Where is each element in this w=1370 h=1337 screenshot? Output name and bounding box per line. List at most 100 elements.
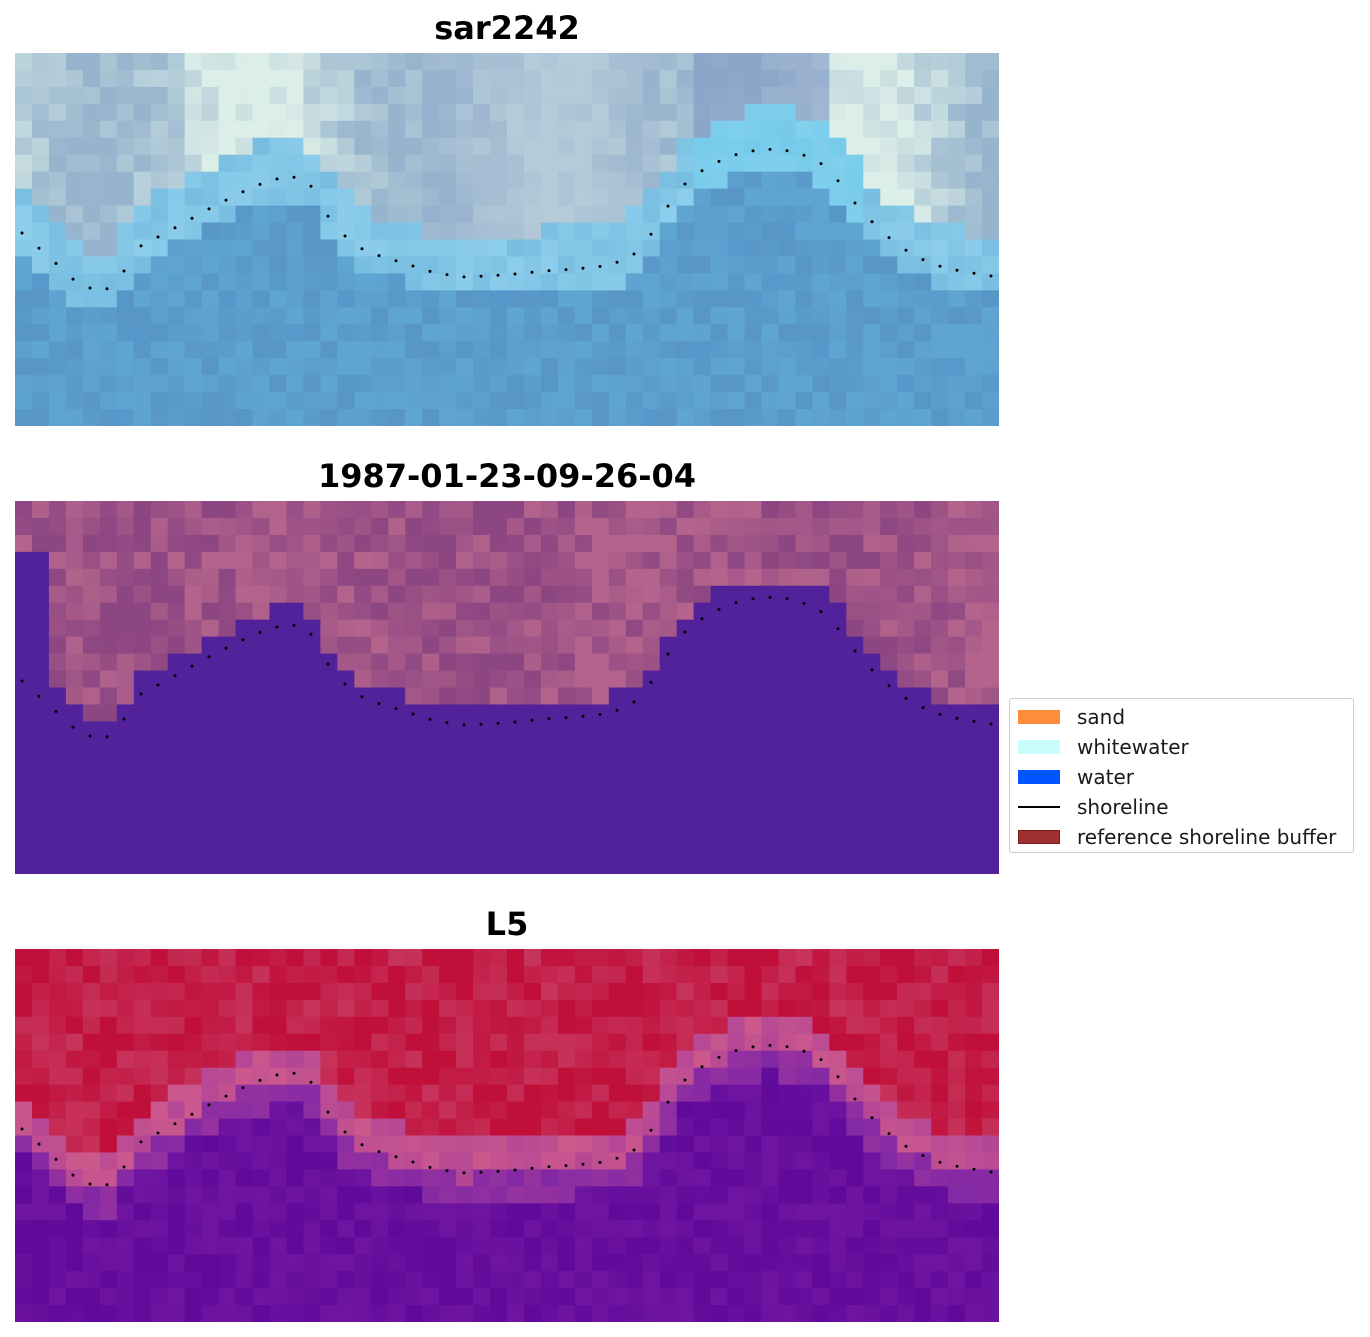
image-pixel xyxy=(507,1305,525,1322)
image-pixel xyxy=(473,171,491,190)
image-pixel xyxy=(133,982,152,1001)
image-pixel xyxy=(659,1169,678,1187)
image-pixel xyxy=(422,256,440,274)
image-pixel xyxy=(201,789,220,807)
image-pixel xyxy=(625,273,644,291)
image-pixel xyxy=(948,1016,966,1035)
image-pixel xyxy=(337,53,355,71)
image-pixel xyxy=(218,738,237,756)
image-pixel xyxy=(99,120,118,139)
image-pixel xyxy=(557,806,576,824)
image-pixel xyxy=(286,120,305,139)
image-pixel xyxy=(320,1016,338,1035)
image-pixel xyxy=(439,1033,457,1052)
image-pixel xyxy=(897,653,915,672)
image-pixel xyxy=(235,687,254,706)
image-pixel xyxy=(133,1067,152,1086)
image-pixel xyxy=(99,392,118,410)
shoreline-point xyxy=(921,706,925,710)
image-pixel xyxy=(778,239,797,258)
image-pixel xyxy=(761,653,780,672)
image-pixel xyxy=(863,1152,881,1170)
image-pixel xyxy=(965,602,983,621)
image-pixel xyxy=(778,534,797,553)
image-pixel xyxy=(15,120,33,139)
shoreline-point xyxy=(751,149,755,153)
image-pixel xyxy=(608,1254,627,1272)
image-pixel xyxy=(320,1152,338,1170)
image-pixel xyxy=(710,307,729,325)
image-pixel xyxy=(744,687,763,706)
image-pixel xyxy=(710,1203,729,1221)
image-pixel xyxy=(218,551,237,570)
image-pixel xyxy=(337,1169,355,1187)
image-pixel xyxy=(574,1067,593,1086)
image-pixel xyxy=(439,806,457,824)
image-pixel xyxy=(829,409,847,426)
image-pixel xyxy=(31,517,50,536)
image-pixel xyxy=(761,188,780,207)
image-pixel xyxy=(778,273,797,291)
image-pixel xyxy=(507,1288,525,1306)
image-pixel xyxy=(235,653,254,672)
image-pixel xyxy=(795,602,813,621)
image-pixel xyxy=(201,69,220,88)
image-pixel xyxy=(897,1203,915,1221)
image-pixel xyxy=(388,534,406,553)
image-pixel xyxy=(897,341,915,359)
image-pixel xyxy=(829,501,847,519)
image-pixel xyxy=(931,999,949,1018)
image-pixel xyxy=(914,103,932,122)
image-pixel xyxy=(625,1237,644,1255)
image-pixel xyxy=(133,806,152,824)
image-pixel xyxy=(965,636,983,655)
image-pixel xyxy=(184,1271,203,1289)
image-pixel xyxy=(829,392,847,410)
image-pixel xyxy=(761,1016,780,1035)
image-pixel xyxy=(625,290,644,308)
image-pixel xyxy=(880,307,898,325)
image-pixel xyxy=(880,653,898,672)
image-pixel xyxy=(82,1084,101,1103)
image-pixel xyxy=(269,517,288,536)
legend-label-shoreline: shoreline xyxy=(1077,795,1169,819)
image-pixel xyxy=(201,120,220,139)
image-pixel xyxy=(490,1016,508,1035)
image-pixel xyxy=(880,806,898,824)
image-pixel xyxy=(846,982,864,1001)
image-pixel xyxy=(490,171,508,190)
image-pixel xyxy=(490,602,508,621)
image-pixel xyxy=(676,551,695,570)
image-pixel xyxy=(846,999,864,1018)
image-pixel xyxy=(727,341,746,359)
image-pixel xyxy=(948,982,966,1001)
image-pixel xyxy=(523,755,542,773)
image-pixel xyxy=(659,670,678,689)
image-pixel xyxy=(422,1186,440,1204)
image-pixel xyxy=(439,551,457,570)
image-pixel xyxy=(320,857,338,874)
image-pixel xyxy=(557,1067,576,1086)
image-pixel xyxy=(812,239,830,258)
image-pixel xyxy=(133,290,152,308)
image-pixel xyxy=(48,619,67,638)
image-pixel xyxy=(608,69,627,88)
image-pixel xyxy=(371,704,389,722)
image-pixel xyxy=(625,1016,644,1035)
image-pixel xyxy=(201,1254,220,1272)
image-pixel xyxy=(15,1118,33,1137)
image-pixel xyxy=(320,69,338,88)
image-pixel xyxy=(303,1033,321,1052)
image-pixel xyxy=(982,358,999,376)
image-pixel xyxy=(320,517,338,536)
image-pixel xyxy=(778,1016,797,1035)
image-pixel xyxy=(523,585,542,604)
image-pixel xyxy=(218,965,237,984)
image-pixel xyxy=(574,772,593,790)
image-pixel xyxy=(303,982,321,1001)
image-pixel xyxy=(354,982,372,1001)
image-pixel xyxy=(269,86,288,105)
image-pixel xyxy=(371,69,389,88)
image-pixel xyxy=(778,585,797,604)
shoreline-point xyxy=(955,268,959,272)
